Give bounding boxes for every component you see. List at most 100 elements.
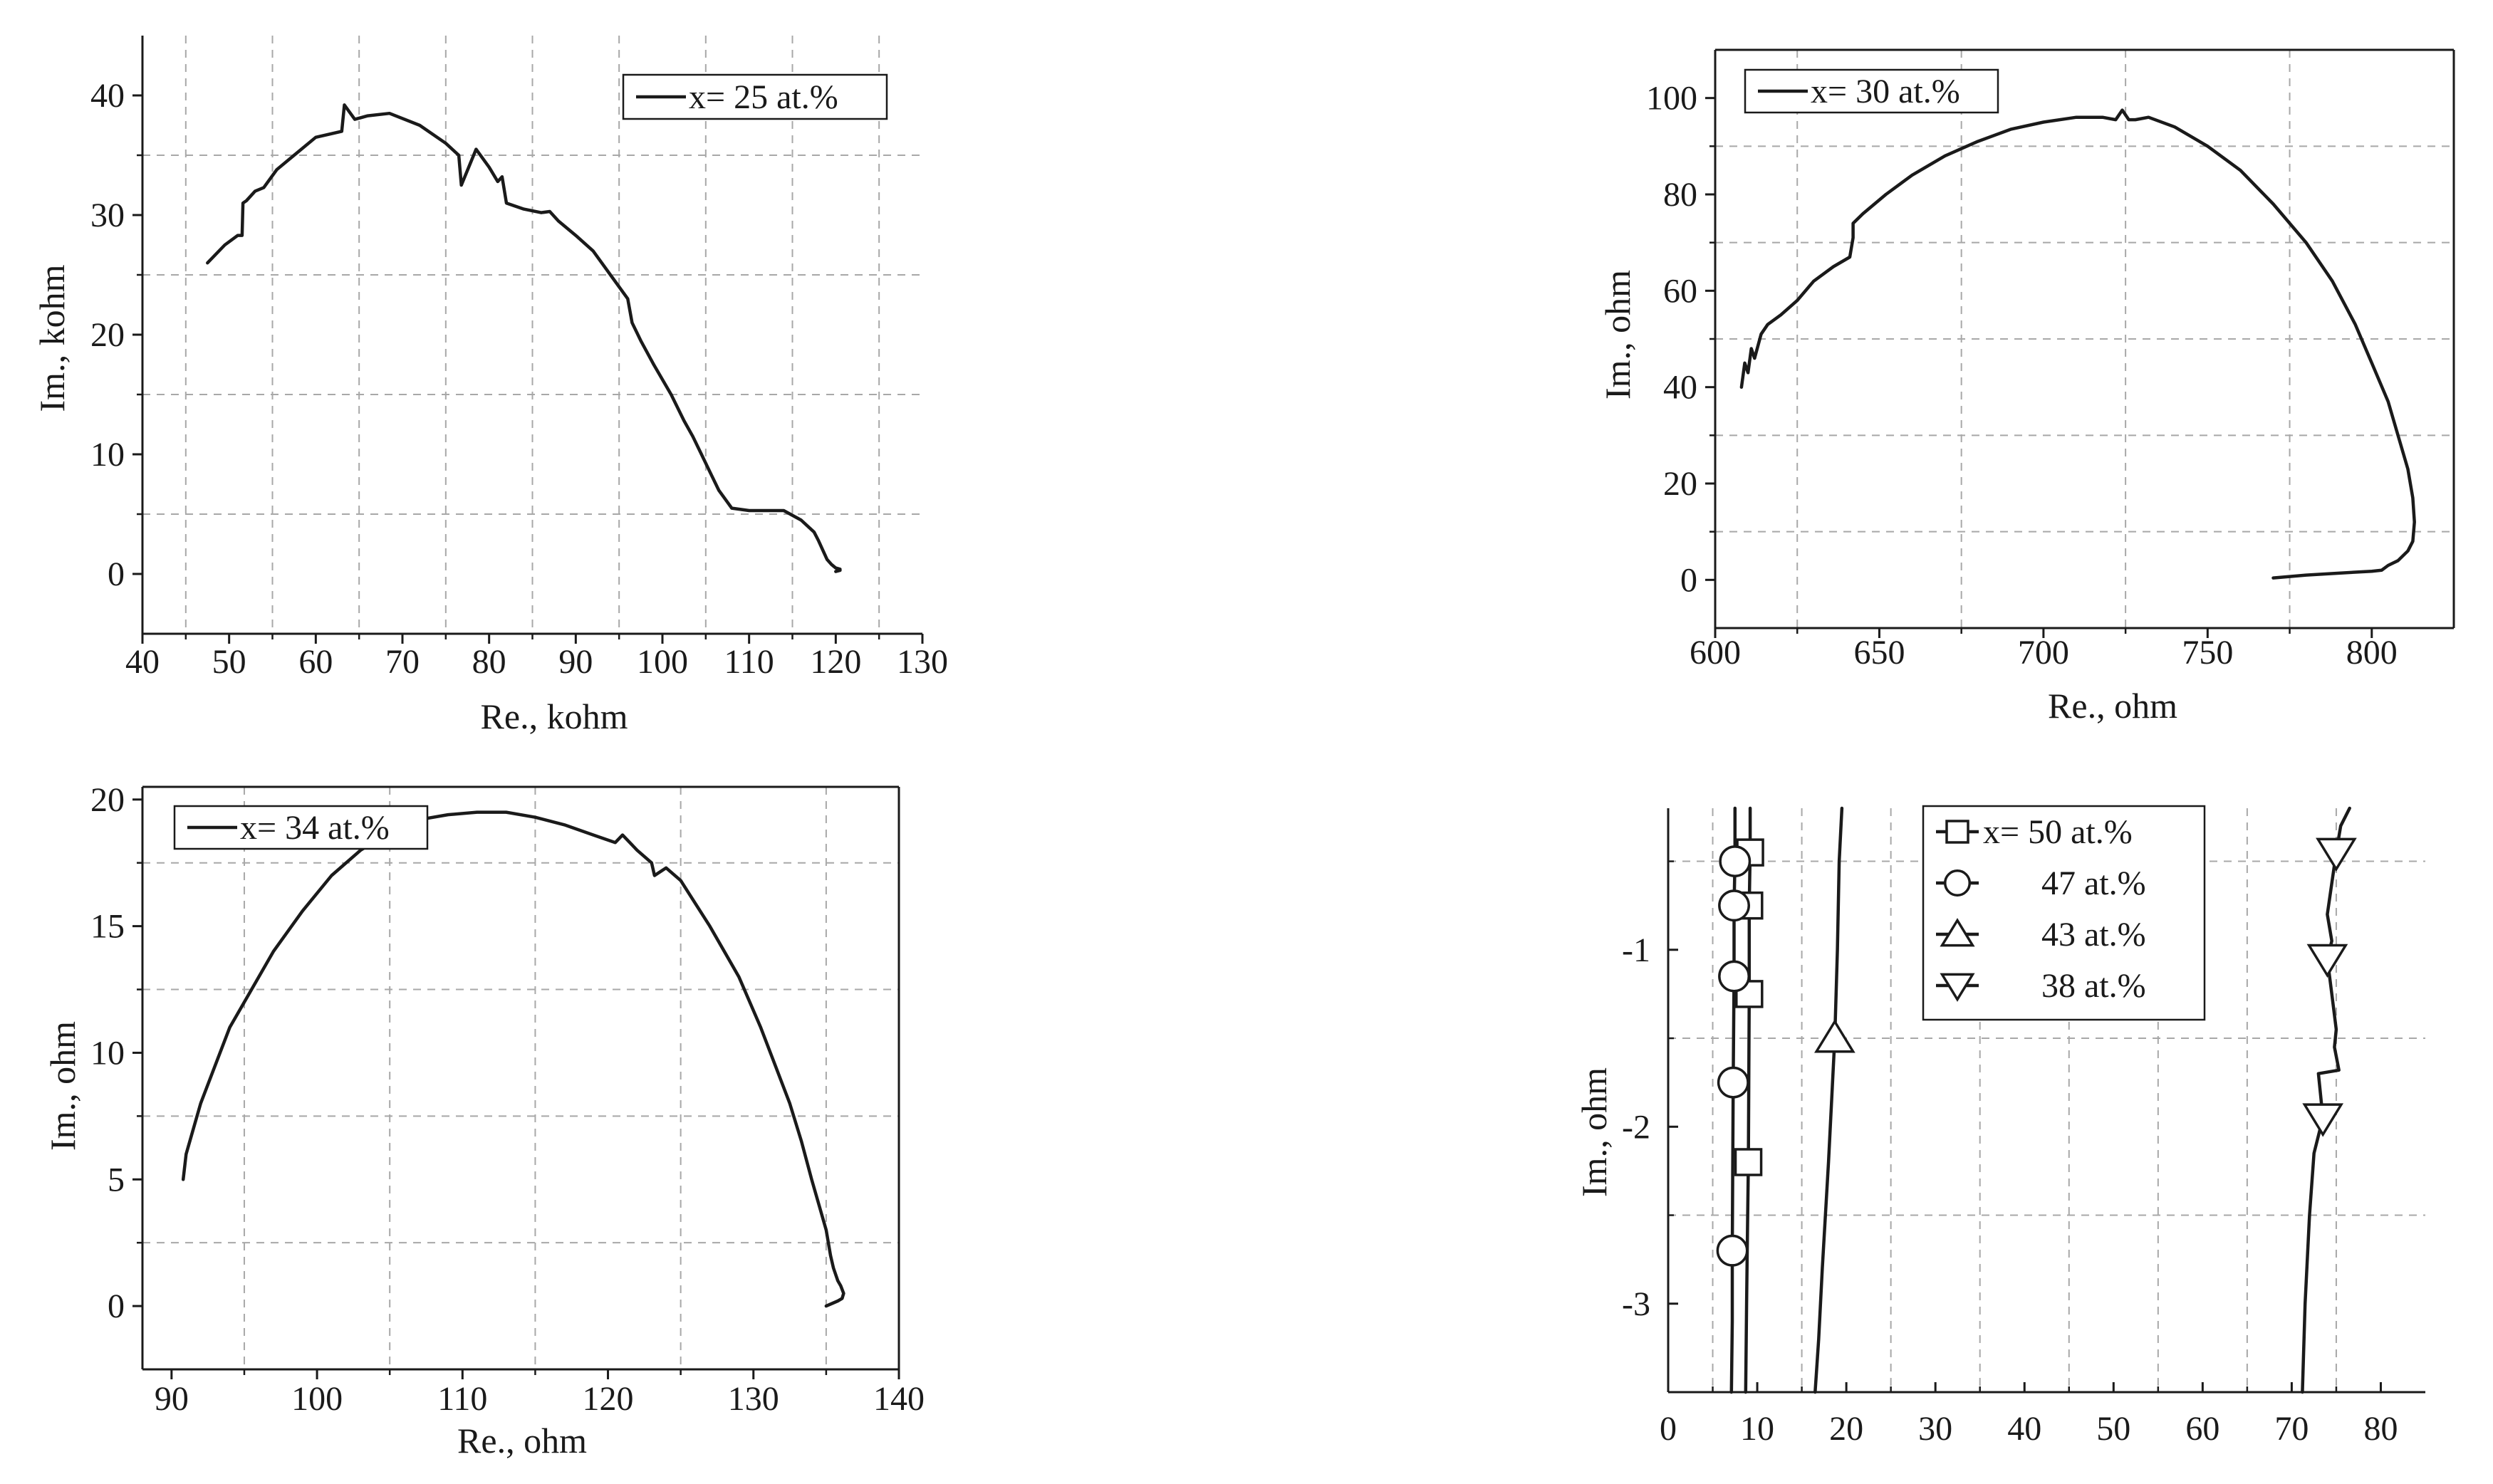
legend: x= 25 at.% [622,73,888,120]
x-tick-label: 90 [155,1380,189,1418]
circle-marker [1944,869,1971,897]
axis-layer: 600 650 700 750 800 0 20 40 60 80 100 [1646,48,2455,672]
y-tick-label: 40 [1663,369,1697,407]
x-tick-label: 750 [2182,634,2233,672]
legend: x= 30 at.% [1744,68,1999,114]
x-tick-label: 70 [385,643,420,681]
circle-marker [1719,845,1752,877]
y-tick-label: 10 [90,436,125,474]
y-tick-label: 60 [1663,272,1697,310]
grid-layer [1715,50,2454,628]
y-tick-label: 40 [90,77,125,115]
y-tick-label: -1 [1622,931,1650,969]
x-tick-label: 700 [2018,634,2069,672]
circle-marker [1717,1066,1749,1099]
series-layer [1716,806,2357,1394]
x-tick-label: 60 [298,643,333,681]
y-axis-label: Im., ohm [1574,1067,1614,1197]
triangle-up-marker [1813,1019,1856,1053]
triangle-up-marker [1940,918,1975,947]
series-layer [206,103,842,573]
legend: x= 34 at.% [173,805,429,850]
triangle-down-marker [1940,973,1975,1002]
legend-label: x= 30 at.% [1811,73,1960,110]
x-tick-label: 110 [724,643,774,681]
x-tick-label: 120 [583,1380,634,1418]
circle-marker [1718,889,1750,922]
legend: x= 50 at.% 47 at.% 43 at.% 38 at.% [1922,805,2206,1021]
series-triangle-down [2301,806,2357,1394]
y-tick-label: 5 [108,1161,125,1198]
axis-layer: 0 10 20 30 40 50 60 70 80 -1 -2 -3 [1622,808,2425,1448]
y-tick-label: -3 [1622,1285,1650,1323]
x-tick-label: 140 [873,1380,925,1418]
y-tick-label: 20 [90,316,125,354]
x-tick-label: 50 [2096,1410,2130,1448]
axis-layer: 90 100 110 120 130 140 0 5 10 15 20 [90,781,925,1418]
x-tick-label: 110 [437,1380,487,1418]
x-tick-label: 40 [125,643,160,681]
grid-layer [1668,808,2425,1392]
x-tick-label: 120 [810,643,861,681]
y-tick-label: 100 [1646,80,1697,117]
x-tick-label: 130 [728,1380,779,1418]
x-tick-label: 80 [2363,1410,2398,1448]
x-tick-label: 70 [2274,1410,2309,1448]
axis-layer: 40 50 60 70 80 90 100 110 120 130 0 10 20 30 40 [90,36,948,681]
x-tick-label: 600 [1690,634,1741,672]
legend-label: 43 at.% [2041,916,2146,953]
legend-label: x= 25 at.% [689,78,838,116]
x-tick-label: 100 [291,1380,343,1418]
chart-panel-x34: 90 100 110 120 130 140 0 5 10 15 20 x= 34 at.% Re.… [43,781,925,1461]
legend-label: x= 34 at.% [240,809,390,847]
y-tick-label: 20 [1663,465,1697,503]
series-none [1739,108,2416,580]
series-line [2301,806,2351,1394]
y-tick-label: 10 [90,1034,125,1072]
y-tick-label: 20 [90,781,125,819]
series-line [206,103,842,573]
legend-label: 47 at.% [2041,864,2146,902]
x-tick-label: 100 [637,643,688,681]
series-none [181,810,845,1308]
x-tick-label: 130 [897,643,948,681]
x-tick-label: 650 [1853,634,1905,672]
grid-layer [142,787,899,1369]
series-circle [1716,806,1752,1394]
x-tick-label: 40 [2007,1410,2041,1448]
triangle-down-marker [2316,837,2357,872]
y-tick-label: -2 [1622,1108,1650,1146]
circle-marker [1716,1234,1749,1267]
chart-panel-x25: 40 50 60 70 80 90 100 110 120 130 0 10 20 30 40 x= 25 … [32,36,948,736]
y-axis-label: Im., ohm [43,1021,83,1151]
x-tick-label: 60 [2185,1410,2219,1448]
y-tick-label: 15 [90,908,125,946]
x-axis-label: Re., kohm [481,696,628,736]
series-none [206,103,842,573]
y-tick-label: 0 [108,555,125,593]
x-tick-label: 800 [2346,634,2398,672]
x-axis-label: Re., ohm [2048,686,2177,726]
series-triangle-up [1813,806,1856,1394]
square-marker [1734,1148,1763,1176]
y-tick-label: 80 [1663,176,1697,214]
x-tick-label: 90 [558,643,593,681]
legend-label: 38 at.% [2041,967,2146,1005]
y-axis-label: Im., ohm [1598,270,1638,399]
series-layer [1739,108,2416,580]
triangle-down-marker [2306,944,2348,978]
legend-label: x= 50 at.% [1983,813,2133,851]
x-axis-label: Re., ohm [457,1421,587,1461]
x-tick-label: 20 [1829,1410,1863,1448]
x-tick-label: 50 [212,643,246,681]
circle-marker [1718,960,1750,993]
series-line [1813,806,1844,1394]
x-tick-label: 0 [1660,1410,1677,1448]
y-tick-label: 0 [1680,561,1697,599]
grid-layer [142,36,922,634]
x-tick-label: 30 [1918,1410,1952,1448]
chart-panel-x38-50: 0 10 20 30 40 50 60 70 80 -1 -2 -3 x= 50 at.% 47 at.… [1574,805,2425,1448]
x-tick-label: 10 [1740,1410,1774,1448]
